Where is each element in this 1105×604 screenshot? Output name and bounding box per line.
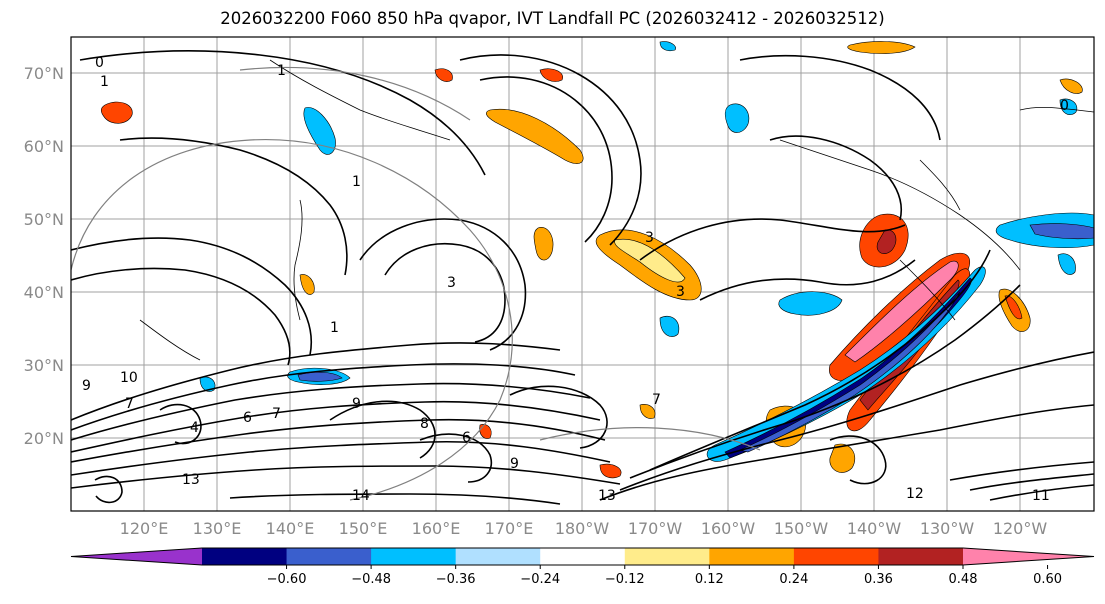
lon-label: 180°W — [555, 519, 610, 538]
contour-label: 6 — [462, 430, 471, 446]
lon-label: 140°W — [847, 519, 902, 538]
colorbar-tick-label: −0.24 — [520, 572, 560, 587]
contour-label: 13 — [598, 488, 616, 504]
contour-label: 7 — [652, 392, 661, 408]
lon-label: 120°W — [993, 519, 1048, 538]
map-title: 2026032200 F060 850 hPa qvapor, IVT Land… — [220, 9, 885, 28]
colorbar-bin — [624, 548, 710, 565]
contour-label: 0 — [1060, 98, 1069, 114]
contour-label: 6 — [243, 410, 252, 426]
lon-label: 160°E — [412, 519, 461, 538]
lon-label: 120°E — [120, 519, 169, 538]
lon-label: 140°E — [266, 519, 315, 538]
colorbar-extend-high — [963, 548, 1094, 565]
lat-label: 70°N — [24, 64, 64, 83]
lat-label: 50°N — [24, 210, 64, 229]
longitude-labels: 120°E 130°E 140°E 150°E 160°E 170°E 180°… — [120, 519, 1048, 538]
pc-shading — [100, 41, 1094, 479]
contour-label: 3 — [676, 284, 685, 300]
contour-label: 11 — [1032, 488, 1050, 504]
colorbar-tick-label: −0.60 — [267, 572, 307, 587]
colorbar-bin — [202, 548, 288, 565]
contour-label: 9 — [82, 378, 91, 394]
colorbar-tick-label: −0.36 — [436, 572, 476, 587]
colorbar-bin — [793, 548, 879, 565]
colorbar-bin — [286, 548, 372, 565]
colorbar-tick-label: −0.12 — [605, 572, 645, 587]
lon-label: 150°W — [774, 519, 829, 538]
colorbar-bin — [709, 548, 795, 565]
colorbar-bin — [878, 548, 964, 565]
landfall-arcs — [71, 66, 761, 501]
contour-label: 3 — [645, 230, 654, 246]
ivt-contours — [71, 50, 1094, 505]
contour-label: 8 — [420, 416, 429, 432]
lon-label: 160°W — [701, 519, 756, 538]
colorbar-bin — [371, 548, 457, 565]
lat-label: 30°N — [24, 356, 64, 375]
colorbar-tick-label: 0.60 — [1033, 572, 1062, 587]
colorbar-outline — [70, 547, 1095, 566]
contour-label: 1 — [352, 174, 361, 190]
contour-label: 7 — [125, 396, 134, 412]
colorbar-tick-label: 0.36 — [864, 572, 893, 587]
contour-label: 14 — [352, 488, 370, 504]
contour-label: 1 — [100, 74, 109, 90]
contour-label: 9 — [352, 396, 361, 412]
lon-label: 170°W — [628, 519, 683, 538]
map-frame — [70, 36, 1095, 512]
colorbar-tick-label: 0.12 — [695, 572, 724, 587]
lat-label: 60°N — [24, 137, 64, 156]
colorbar-bin — [540, 548, 626, 565]
lat-label: 20°N — [24, 429, 64, 448]
contour-label: 1 — [330, 320, 339, 336]
lon-label: 130°W — [920, 519, 975, 538]
contour-label: 4 — [190, 420, 199, 436]
contour-label: 7 — [272, 406, 281, 422]
lon-label: 130°E — [193, 519, 242, 538]
contour-labels: 0 1 1 3 1 1 10 9 7 4 6 7 13 14 9 8 6 13 … — [82, 55, 1069, 504]
contour-label: 0 — [95, 55, 104, 71]
contour-label: 9 — [510, 456, 519, 472]
contour-label: 13 — [182, 472, 200, 488]
colorbar-tick-label: −0.48 — [351, 572, 391, 587]
latitude-labels: 70°N 60°N 50°N 40°N 30°N 20°N — [24, 64, 64, 448]
lon-label: 150°E — [339, 519, 388, 538]
lat-label: 40°N — [24, 283, 64, 302]
colorbar-tick-label: 0.24 — [779, 572, 808, 587]
contour-label: 1 — [277, 63, 286, 79]
colorbar-bin — [455, 548, 541, 565]
contour-label: 10 — [120, 370, 138, 386]
contour-label: 12 — [906, 486, 924, 502]
colorbar-extend-low — [71, 548, 202, 565]
colorbar-tick-label: 0.48 — [949, 572, 978, 587]
contour-label: 3 — [447, 275, 456, 291]
lon-label: 170°E — [485, 519, 534, 538]
colorbar: −0.60 −0.48 −0.36 −0.24 −0.12 0.12 0.24 0.36 0.4… — [70, 547, 1095, 587]
coastlines — [139, 59, 1094, 361]
